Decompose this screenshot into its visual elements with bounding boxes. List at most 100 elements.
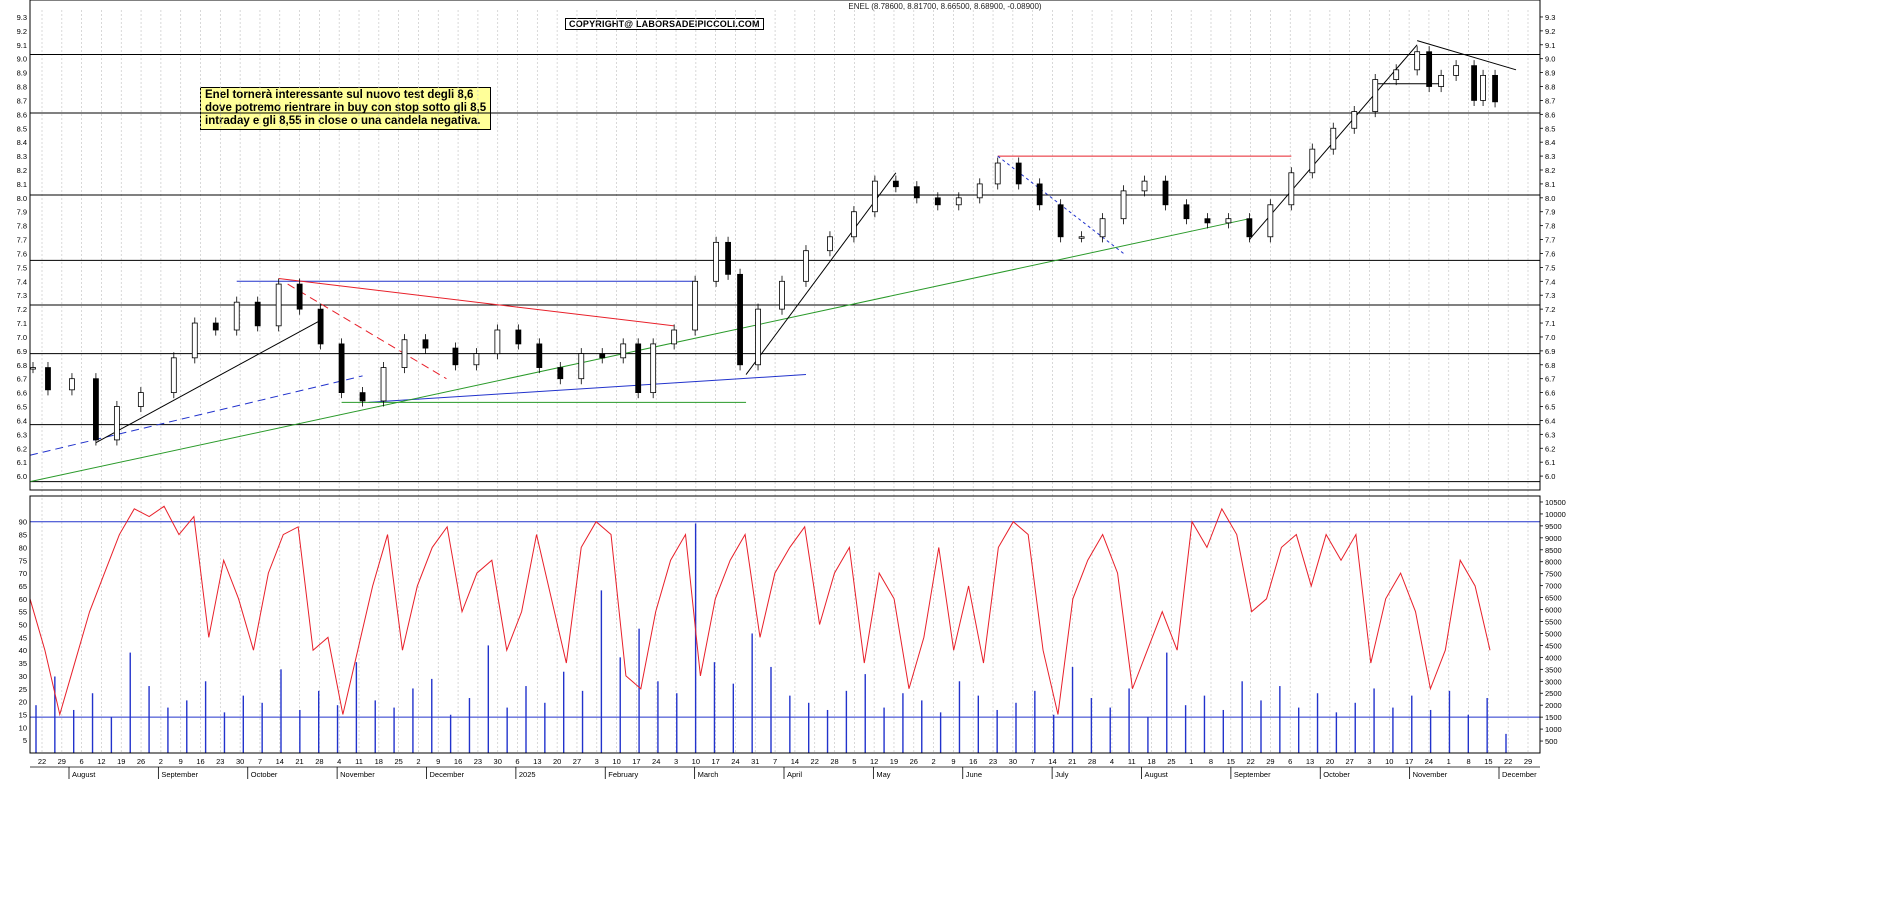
price-candle [755, 308, 761, 366]
x-day-label: 4 [337, 757, 341, 766]
x-day-label: 23 [474, 757, 482, 766]
price-candle [69, 378, 75, 391]
volume-tick-label: 5500 [1545, 618, 1562, 627]
grid [41, 10, 1529, 753]
volume-bars [30, 523, 1540, 753]
price-tick-label: 6.1 [17, 458, 27, 467]
price-candle [1267, 204, 1274, 238]
price-candle [1141, 180, 1148, 192]
price-tick-label: 8.6 [1545, 110, 1555, 119]
price-tick-label: 9.3 [1545, 13, 1555, 22]
price-tick-label: 8.2 [17, 166, 27, 175]
price-candle [578, 353, 585, 380]
x-day-label: 13 [1306, 757, 1314, 766]
rsi-tick-label: 50 [19, 621, 27, 630]
price-candle [1015, 162, 1022, 185]
price-tick-label: 9.0 [1545, 55, 1555, 64]
x-day-label: 17 [711, 757, 719, 766]
price-candle [557, 367, 564, 380]
price-candle [1078, 236, 1085, 239]
price-tick-label: 8.5 [17, 124, 27, 133]
rsi-tick-label: 10 [19, 723, 27, 732]
x-day-label: 7 [1031, 757, 1035, 766]
price-tick-label: 7.1 [17, 319, 27, 328]
price-tick-label: 8.9 [1545, 69, 1555, 78]
price-candle [191, 322, 198, 359]
x-day-label: 29 [58, 757, 66, 766]
price-tick-label: 7.5 [17, 263, 27, 272]
price-tick-label: 9.3 [17, 13, 27, 22]
x-day-label: 5 [852, 757, 856, 766]
price-candle [725, 241, 731, 275]
x-month-label: October [1323, 770, 1350, 779]
x-day-label: 1 [1447, 757, 1451, 766]
price-candle [713, 241, 719, 282]
volume-tick-label: 4500 [1545, 641, 1562, 650]
volume-tick-label: 5000 [1545, 629, 1562, 638]
price-candle [1288, 172, 1295, 206]
x-day-label: 23 [216, 757, 224, 766]
rsi-tick-label: 85 [19, 531, 27, 540]
price-tick-label: 6.9 [17, 347, 27, 356]
price-candle [452, 347, 459, 366]
price-candle [1351, 111, 1358, 129]
price-tick-label: 6.3 [1545, 430, 1555, 439]
volume-tick-label: 10000 [1545, 510, 1566, 519]
x-day-label: 29 [1266, 757, 1274, 766]
x-day-label: 8 [1209, 757, 1213, 766]
x-day-label: 27 [573, 757, 581, 766]
rsi-series-line [29, 505, 1491, 717]
x-day-label: 25 [394, 757, 402, 766]
price-tick-label: 8.4 [1545, 138, 1555, 147]
x-month-label: March [698, 770, 719, 779]
price-tick-label: 9.0 [17, 55, 27, 64]
price-candle [45, 367, 51, 391]
x-day-label: 7 [258, 757, 262, 766]
price-candle [254, 301, 261, 327]
x-day-label: 27 [1346, 757, 1354, 766]
x-day-label: 14 [1048, 757, 1056, 766]
price-tick-label: 7.8 [17, 222, 27, 231]
volume-tick-label: 7500 [1545, 570, 1562, 579]
price-tick-label: 8.2 [1545, 166, 1555, 175]
trendline-red [278, 278, 675, 327]
trendlines [29, 40, 1517, 483]
price-tick-label: 7.0 [1545, 333, 1555, 342]
x-day-label: 11 [1128, 757, 1136, 766]
price-candle [338, 343, 345, 394]
x-day-label: 12 [870, 757, 878, 766]
x-month-label: August [1145, 770, 1169, 779]
chart-header: ENEL (8.78600, 8.81700, 8.66500, 8.68900… [848, 2, 1042, 11]
price-candle [871, 180, 878, 213]
price-candle [650, 343, 657, 394]
trendline-blue-dashed [29, 375, 363, 456]
x-day-label: 21 [295, 757, 303, 766]
x-day-label: 9 [951, 757, 955, 766]
price-candle [536, 343, 543, 368]
price-candle [212, 322, 219, 331]
price-tick-label: 7.7 [17, 236, 27, 245]
price-tick-label: 7.0 [17, 333, 27, 342]
price-tick-label: 8.3 [1545, 152, 1555, 161]
x-day-label: 2 [416, 757, 420, 766]
x-day-label: 18 [375, 757, 383, 766]
x-day-label: 25 [1167, 757, 1175, 766]
volume-tick-label: 6000 [1545, 606, 1562, 615]
rsi-tick-label: 35 [19, 659, 27, 668]
price-candle [1162, 180, 1169, 206]
price-candle [1414, 51, 1421, 71]
x-month-label: June [966, 770, 982, 779]
rsi-tick-label: 80 [19, 543, 27, 552]
x-day-label: 7 [773, 757, 777, 766]
price-tick-label: 7.6 [17, 249, 27, 258]
price-candle [30, 367, 36, 370]
price-tick-label: 6.0 [1545, 472, 1555, 481]
price-tick-label: 6.7 [17, 375, 27, 384]
price-tick-label: 9.2 [1545, 27, 1555, 36]
price-tick-label: 8.7 [1545, 96, 1555, 105]
rsi-tick-label: 40 [19, 646, 27, 655]
x-day-label: 6 [80, 757, 84, 766]
price-candle [1492, 74, 1498, 103]
x-day-label: 2 [159, 757, 163, 766]
price-candle [934, 197, 941, 206]
